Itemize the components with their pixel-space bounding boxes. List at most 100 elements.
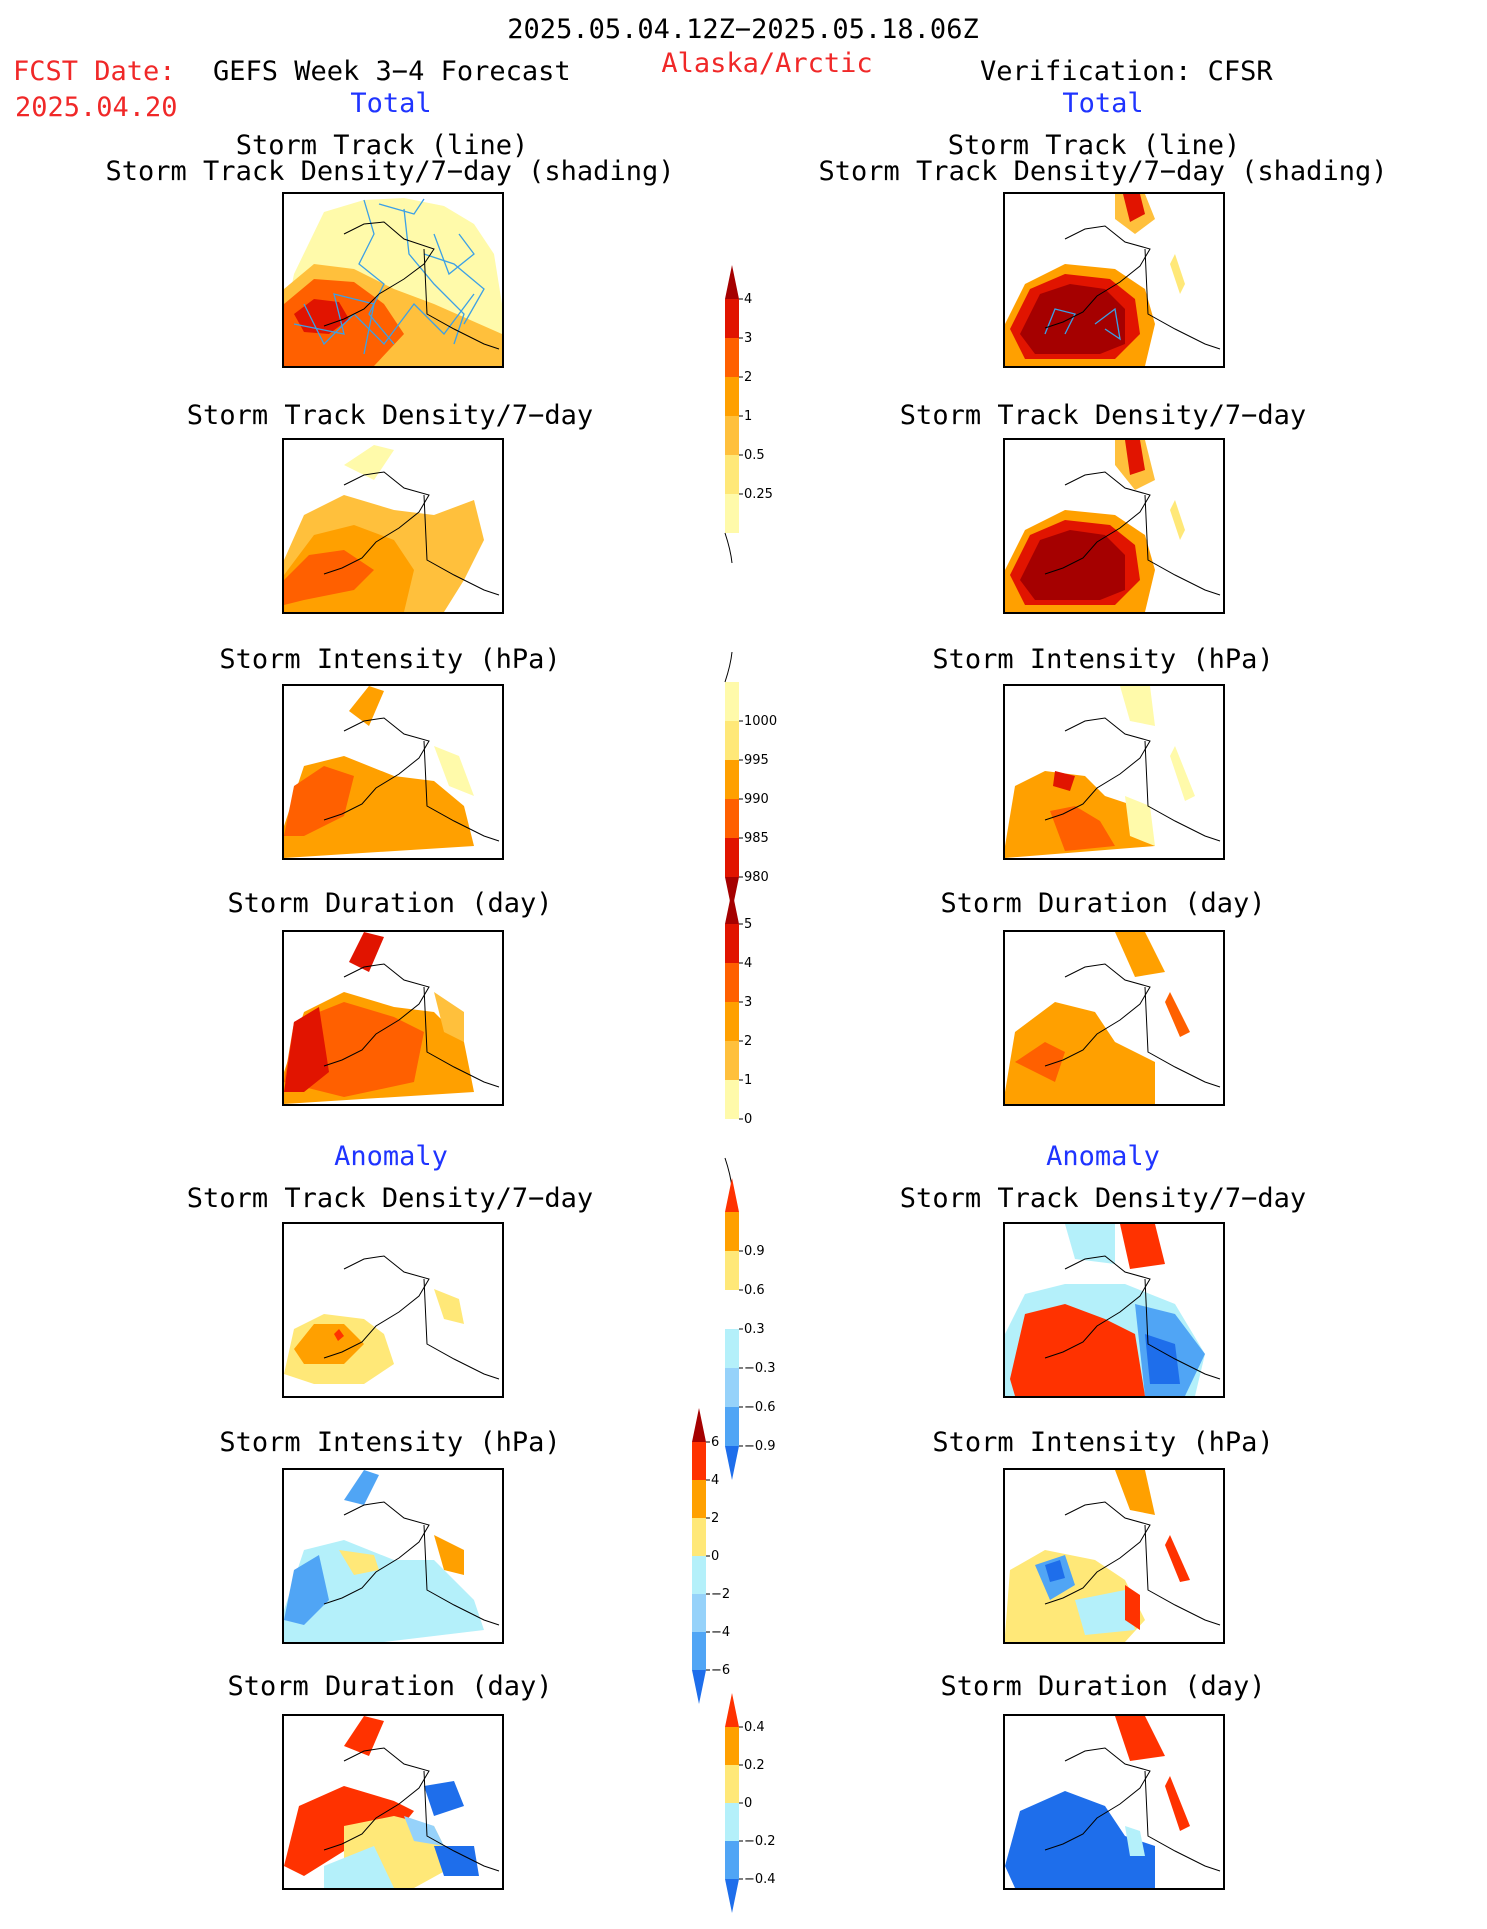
density-colorbar-tick-label: 1 [744,409,752,424]
duration_anom-colorbar-tick-label: −0.2 [744,1834,776,1849]
map-right-track-shading [1003,192,1225,368]
density_anom-colorbar-segment [725,1407,739,1446]
right-track-density-title: Storm Track Density/7−day [899,400,1307,431]
density_anom-colorbar-tick-label: 0.6 [744,1283,765,1298]
duration-colorbar-tick-label: 5 [744,917,752,932]
density_anom-colorbar-segment [725,1212,739,1251]
intensity-colorbar-tail-top [724,651,733,683]
duration_anom-colorbar-segment [725,1765,739,1803]
left-track-density-title: Storm Track Density/7−day [186,400,594,431]
duration-colorbar-segment [725,1080,739,1119]
right-anom-duration-title: Storm Duration (day) [940,1671,1266,1702]
intensity_anom-colorbar-segment [692,1632,706,1670]
colorbar-density-anom: −0.9 −0.6 −0.3 0.3 0.6 0.9 [725,1178,805,1480]
fcst-date-label: FCST Date: [13,56,176,87]
duration-colorbar-tick-label: 0 [744,1112,752,1127]
map-left-track-density [282,438,504,614]
map-right-anom-intensity [1003,1468,1225,1644]
map-right-anom-duration [1003,1714,1225,1890]
density_anom-colorbar-tick-label: −0.6 [744,1400,776,1415]
duration_anom-colorbar-segment [725,1727,739,1765]
intensity-colorbar-segment [725,682,739,721]
intensity_anom-colorbar-segment [692,1594,706,1632]
intensity-colorbar-tick-label: 990 [744,792,769,807]
intensity_anom-colorbar-segment [692,1556,706,1594]
intensity-colorbar-tick-label: 1000 [744,714,777,729]
density-colorbar-tick-label: 4 [744,292,752,307]
colorbar-duration-anom: −0.4 −0.2 0 0.2 0.4 [725,1693,805,1929]
colorbar-intensity-svg: 1000 995 990 985 980 [724,651,777,911]
right-anomaly-label: Anomaly [1046,1141,1160,1172]
colorbar-density-anom-svg: −0.9 −0.6 −0.3 0.3 0.6 0.9 [725,1178,776,1480]
right-column-title: Verification: CFSR [980,56,1273,87]
colorbar-duration-anom-svg: −0.4 −0.2 0 0.2 0.4 [725,1693,776,1913]
colorbar-density-svg: 0.25 0.5 1 2 3 4 [724,265,773,564]
right-anom-intensity-title: Storm Intensity (hPa) [932,1427,1274,1458]
intensity_anom-colorbar-segment [692,1518,706,1556]
right-track-line-title: Storm Track (line) [947,130,1241,161]
density_anom-colorbar-tick-label: 0.9 [744,1244,765,1259]
intensity_anom-colorbar-tick-label: −2 [711,1587,730,1602]
map-left-anom-duration [282,1714,504,1890]
left-column-title: GEFS Week 3−4 Forecast [213,56,571,87]
intensity-colorbar-segment [725,760,739,799]
duration_anom-colorbar-tick-label: 0.4 [744,1720,765,1735]
density-colorbar-cap-top [725,265,739,299]
left-track-density-shading-title: Storm Track Density/7−day (shading) [105,156,675,187]
density_anom-colorbar-segment [725,1329,739,1368]
map-left-anom-intensity [282,1468,504,1644]
map-right-intensity [1003,684,1225,860]
date-range-title: 2025.05.04.12Z−2025.05.18.06Z [507,14,979,45]
density_anom-colorbar-tick-label: −0.9 [744,1439,776,1454]
left-anom-duration-title: Storm Duration (day) [227,1671,553,1702]
right-anom-density-title: Storm Track Density/7−day [899,1183,1307,1214]
left-intensity-title: Storm Intensity (hPa) [219,644,561,675]
intensity_anom-colorbar-tick-label: 4 [711,1473,719,1488]
left-anom-intensity-title: Storm Intensity (hPa) [219,1427,561,1458]
density_anom-colorbar-tick-label: −0.3 [744,1361,776,1376]
intensity_anom-colorbar-segment [692,1442,706,1480]
intensity_anom-colorbar-segment [692,1480,706,1518]
duration-colorbar-tick-label: 3 [744,995,752,1010]
duration_anom-colorbar-segment [725,1803,739,1841]
left-total-label: Total [350,88,432,119]
intensity-colorbar-tick-label: 995 [744,753,769,768]
duration-colorbar-segment [725,924,739,963]
duration_anom-colorbar-tick-label: −0.4 [744,1872,776,1887]
left-anomaly-label: Anomaly [334,1141,448,1172]
left-track-line-title: Storm Track (line) [235,130,529,161]
colorbar-duration: 0 1 2 3 4 5 [724,890,805,1189]
density-colorbar-segment [725,299,739,338]
map-left-anom-density [282,1222,504,1398]
density-colorbar-segment [725,338,739,377]
density-colorbar-tail-bottom [724,532,733,564]
duration-colorbar-tick-label: 4 [744,956,752,971]
colorbar-intensity-anom: −6 −4 −2 0 2 4 6 [692,1408,772,1722]
duration_anom-colorbar-cap-top [725,1693,739,1727]
duration-colorbar-tick-label: 1 [744,1073,752,1088]
right-total-label: Total [1062,88,1144,119]
map-left-track-shading [282,192,504,368]
density_anom-colorbar-segment [725,1290,739,1329]
intensity-colorbar-segment [725,721,739,760]
fcst-date-value: 2025.04.20 [15,92,178,123]
right-duration-title: Storm Duration (day) [940,888,1266,919]
duration-colorbar-segment [725,1119,739,1158]
intensity_anom-colorbar-tick-label: −6 [711,1663,730,1678]
left-duration-title: Storm Duration (day) [227,888,553,919]
map-right-anom-density [1003,1222,1225,1398]
density_anom-colorbar-segment [725,1251,739,1290]
left-anom-density-title: Storm Track Density/7−day [186,1183,594,1214]
map-right-track-density [1003,438,1225,614]
density-colorbar-segment [725,416,739,455]
density_anom-colorbar-cap-top [725,1178,739,1212]
duration-colorbar-segment [725,1002,739,1041]
density-colorbar-segment [725,377,739,416]
right-track-density-shading-title: Storm Track Density/7−day (shading) [818,156,1388,187]
intensity-colorbar-segment [725,799,739,838]
duration-colorbar-cap-top [725,890,739,924]
duration-colorbar-segment [725,963,739,1002]
intensity-colorbar-segment [725,838,739,877]
duration_anom-colorbar-tick-label: 0 [744,1796,752,1811]
intensity_anom-colorbar-tick-label: 0 [711,1549,719,1564]
